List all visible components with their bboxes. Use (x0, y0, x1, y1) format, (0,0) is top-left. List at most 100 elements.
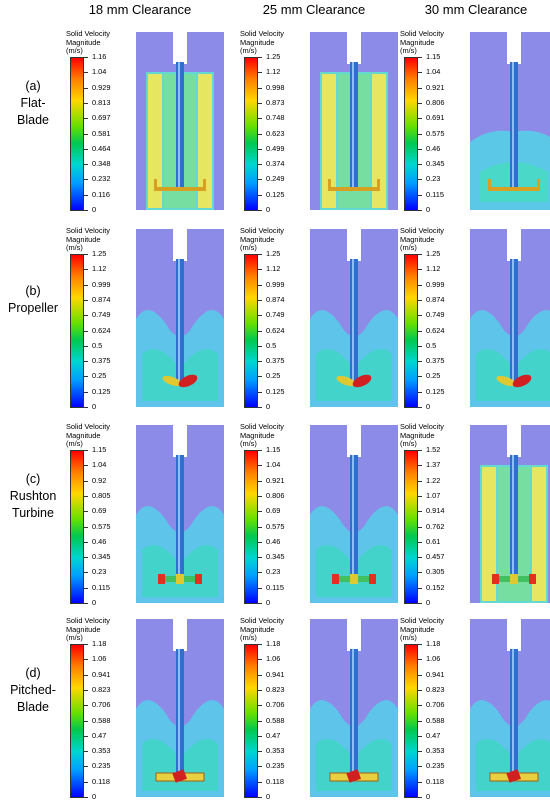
scale-value: 1.04 (426, 67, 441, 77)
scale-value: 0.823 (92, 684, 111, 694)
scale-tick (418, 210, 422, 211)
scale-value: 0.375 (426, 356, 445, 366)
scale-tick (418, 345, 422, 347)
legend-title-line: (m/s) (240, 46, 257, 56)
scale-tick (418, 557, 422, 559)
scale-tick (258, 766, 262, 768)
shaft-highlight (512, 62, 514, 187)
row-label-line: Blade (17, 113, 49, 127)
scale-value: 0.623 (266, 128, 285, 138)
scale-value: 0.806 (266, 490, 285, 500)
impeller-hub (510, 574, 518, 584)
row-label: (d) Pitched- Blade (0, 665, 66, 716)
row-label-line: Propeller (7, 301, 59, 315)
scale-value: 0.806 (426, 97, 445, 107)
scale-value: 0 (92, 205, 97, 214)
tank-contour-image (470, 32, 550, 210)
scale-value: 0.46 (266, 536, 281, 546)
color-scale-ticks (258, 254, 268, 408)
impeller-blade (488, 179, 491, 191)
scale-value: 0.464 (92, 143, 111, 153)
impeller-blade (529, 574, 536, 584)
scale-tick (84, 210, 88, 211)
scale-tick (84, 603, 88, 604)
scale-tick (84, 781, 88, 783)
legend-title: Solid Velocity Magnitude (m/s) (240, 226, 310, 253)
scale-tick (84, 526, 88, 528)
row-label-line: Turbine (12, 506, 54, 520)
shaft-inlet (507, 425, 521, 457)
color-scale-values: 1.25 1.12 0.998 0.873 0.748 0.623 0.499 0.374 0.… (266, 53, 296, 214)
scale-tick (84, 284, 88, 286)
scale-tick (84, 766, 88, 768)
color-scale-bar (244, 57, 258, 211)
impeller-blade (377, 179, 380, 191)
scale-tick (258, 57, 262, 58)
impeller-blade (178, 374, 198, 388)
scale-tick (258, 194, 262, 196)
impeller-blade (488, 187, 540, 191)
color-scale-ticks (84, 644, 94, 798)
shaft-inlet (173, 425, 187, 457)
scale-tick (418, 766, 422, 768)
scale-tick (418, 781, 422, 783)
shaft-inlet (507, 229, 521, 261)
scale-value: 1.15 (92, 445, 107, 454)
scale-value: 1.37 (426, 460, 441, 470)
tank-contour-image (136, 229, 224, 407)
scale-value: 0.874 (92, 294, 111, 304)
scale-value: 0.345 (426, 159, 445, 169)
scale-value: 1.22 (426, 475, 441, 485)
shaft-inlet (173, 32, 187, 64)
scale-tick (418, 526, 422, 528)
impeller-hub (350, 574, 358, 584)
row-label-line: (d) (25, 666, 41, 680)
color-scale-ticks (418, 644, 428, 798)
scale-tick (418, 720, 422, 722)
legend-title-line: Solid Velocity (240, 422, 284, 431)
high-velocity-band (482, 467, 496, 601)
contour-panel: Solid Velocity Magnitude (m/s) 1.18 1.06 0.94… (66, 616, 252, 810)
legend-title-line: Magnitude (240, 430, 275, 440)
scale-tick (84, 735, 88, 737)
scale-value: 0.47 (266, 730, 281, 740)
color-scale-values: 1.18 1.06 0.941 0.823 0.706 0.588 0.47 0.353 0.2… (426, 640, 456, 801)
scale-value: 0.23 (426, 174, 441, 184)
scale-tick (258, 72, 262, 74)
scale-value: 0.873 (266, 97, 285, 107)
scale-value: 0.345 (92, 552, 111, 562)
tank-contour-image (310, 32, 398, 210)
scale-value: 0.125 (266, 189, 285, 199)
legend-title-line: Solid Velocity (66, 226, 110, 235)
scale-tick (84, 345, 88, 347)
tank-contour-image (470, 619, 550, 797)
scale-value: 0.232 (92, 174, 111, 184)
color-scale-bar (404, 450, 418, 604)
impeller-hub (176, 574, 184, 584)
row-label: (a) Flat- Blade (0, 78, 66, 129)
scale-tick (418, 299, 422, 301)
scale-value: 0.575 (266, 521, 285, 531)
scale-tick (84, 541, 88, 543)
scale-value: 0.69 (266, 506, 281, 516)
shaft-highlight (512, 259, 514, 381)
impeller-blade (203, 179, 206, 191)
scale-value: 0.23 (92, 567, 107, 577)
scale-value: 0.305 (426, 567, 445, 577)
scale-value: 0.813 (92, 97, 111, 107)
scale-value: 0 (426, 205, 431, 214)
shaft-highlight (178, 649, 180, 777)
legend-title-line: (m/s) (240, 439, 257, 449)
contour-panel: Solid Velocity Magnitude (m/s) 1.25 1.12 0.99… (400, 226, 550, 420)
scale-tick (418, 361, 422, 363)
scale-value: 0.47 (92, 730, 107, 740)
scale-tick (418, 572, 422, 574)
color-scale-ticks (258, 57, 268, 211)
scale-value: 0.588 (426, 715, 445, 725)
scale-tick (84, 269, 88, 271)
scale-tick (418, 603, 422, 604)
scale-value: 0.115 (92, 582, 110, 592)
scale-value: 0.118 (92, 776, 110, 786)
legend-title-line: Magnitude (400, 234, 435, 244)
scale-value: 0.999 (266, 279, 285, 289)
